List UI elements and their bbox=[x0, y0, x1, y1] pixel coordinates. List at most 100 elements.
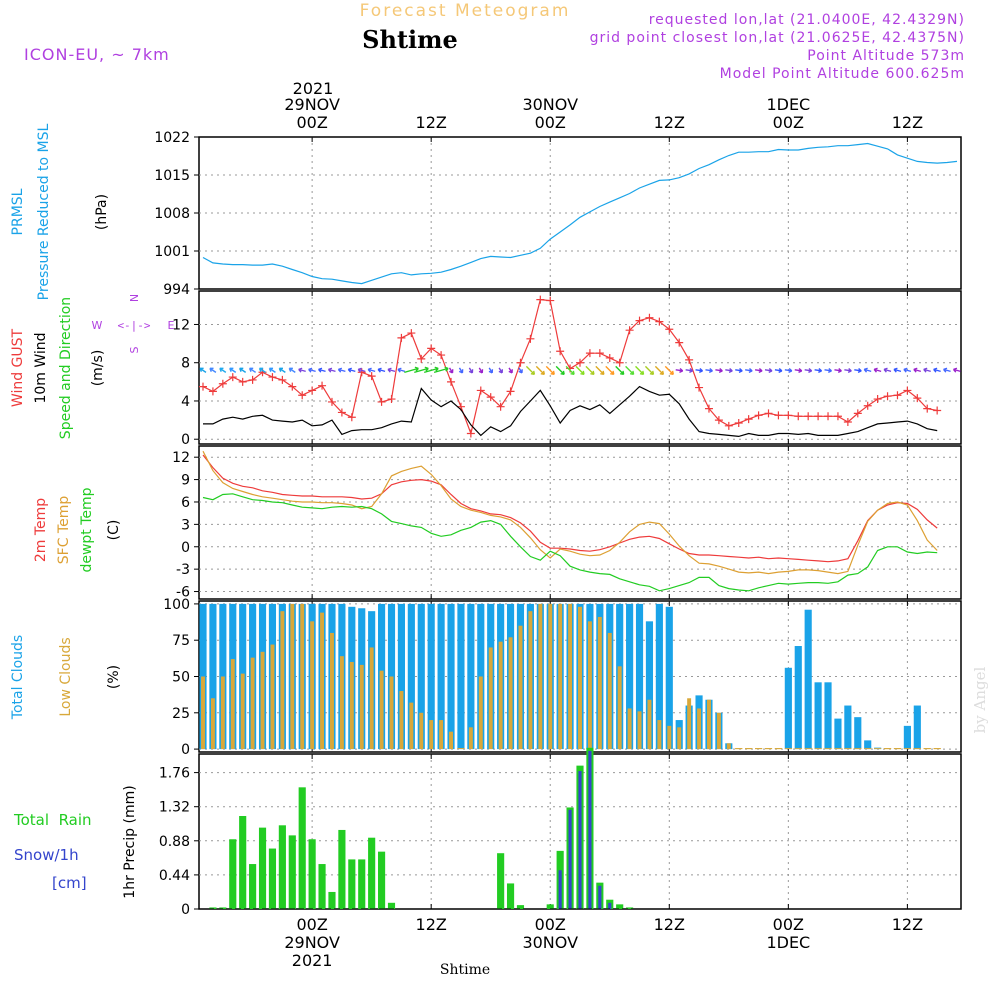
wind-arrow-head bbox=[298, 367, 303, 373]
cloud-bar-zero bbox=[804, 748, 812, 750]
pressure-label-2: Pressure Reduced to MSL bbox=[36, 123, 52, 300]
wind-arrow-shaft bbox=[664, 365, 674, 375]
pressure-ytick-label: 1001 bbox=[154, 244, 190, 260]
cloud-bar-zero bbox=[883, 748, 892, 750]
gust-marker bbox=[218, 379, 227, 388]
gust-marker bbox=[804, 412, 813, 421]
wind-arrow bbox=[804, 367, 813, 374]
cloud-bar-zero bbox=[834, 748, 842, 750]
bottom-hour-label: 12Z bbox=[654, 915, 685, 934]
rain-bar bbox=[268, 848, 277, 909]
cloud-bar-zero bbox=[774, 748, 782, 750]
rain-bar bbox=[258, 827, 267, 909]
cloud-bar-zero bbox=[457, 748, 465, 750]
wind-arrow bbox=[508, 367, 513, 374]
bottom-date-label: 1DEC bbox=[766, 933, 810, 952]
low-cloud-bar bbox=[677, 727, 682, 750]
wind-arrow bbox=[229, 367, 237, 373]
wind-arrow bbox=[615, 365, 625, 376]
wind-arrow-shaft bbox=[654, 365, 664, 375]
gust-marker bbox=[754, 411, 763, 420]
gust-marker bbox=[337, 408, 346, 417]
gust-marker bbox=[516, 358, 525, 367]
gust-marker bbox=[298, 391, 307, 400]
wind-arrow-head bbox=[229, 367, 234, 372]
precip-ytick-label: 0 bbox=[181, 902, 190, 918]
gust-marker bbox=[526, 334, 535, 343]
temperature-panel: -6 -3 0 3 6 9 12 bbox=[172, 445, 962, 601]
wind-arrow-shaft bbox=[615, 365, 625, 375]
wind-arrow-head bbox=[758, 367, 763, 374]
gust-marker bbox=[199, 382, 207, 391]
gust-marker bbox=[685, 355, 694, 364]
wind-arrow-shaft bbox=[423, 367, 439, 374]
wind-arrow bbox=[478, 367, 484, 374]
gust-marker bbox=[923, 404, 932, 413]
gust-marker bbox=[466, 429, 475, 438]
low-cloud-bar bbox=[508, 637, 513, 750]
low-cloud-bar bbox=[627, 708, 632, 750]
wind-arrow bbox=[695, 367, 704, 374]
cloud-bar-zero bbox=[874, 748, 882, 750]
cloud-bar-zero bbox=[893, 748, 902, 750]
gust-marker bbox=[933, 406, 942, 415]
wind-arrow-head bbox=[308, 367, 313, 373]
total-cloud-bar bbox=[665, 606, 673, 750]
temperature-series-dewpt-temp bbox=[202, 493, 938, 592]
low-cloud-bar bbox=[518, 625, 523, 750]
gust-marker bbox=[288, 382, 297, 391]
gust-marker bbox=[496, 402, 505, 411]
wind-arrow bbox=[824, 367, 832, 374]
wind-arrow bbox=[209, 367, 217, 373]
wind-arrow-head bbox=[288, 367, 293, 372]
wind-arrow bbox=[448, 367, 454, 374]
cloud-bar-zero bbox=[913, 748, 921, 750]
wind-arrow-shaft bbox=[575, 365, 585, 375]
gust-marker bbox=[585, 349, 594, 358]
wind-arrow bbox=[404, 366, 419, 374]
wind-arrow-head bbox=[827, 367, 832, 374]
wind-arrow bbox=[595, 365, 605, 376]
low-cloud-bar bbox=[300, 603, 305, 750]
model-altitude: Model Point Altitude 600.625m bbox=[720, 66, 965, 82]
gust-marker bbox=[605, 353, 614, 362]
gust-marker bbox=[427, 344, 436, 353]
low-cloud-bar bbox=[220, 676, 225, 750]
wind-arrow-head bbox=[649, 370, 655, 376]
pressure-ytick-label: 1015 bbox=[154, 168, 190, 184]
wind-arrow-shaft bbox=[585, 365, 595, 375]
wind-labels: Wind GUST 10m Wind Speed and Direction (… bbox=[10, 294, 175, 439]
wind-arrow bbox=[199, 367, 207, 373]
gust-marker bbox=[367, 372, 376, 381]
snow-bar bbox=[578, 771, 582, 909]
wind-arrow bbox=[814, 367, 823, 374]
wind-arrow-shaft bbox=[433, 367, 449, 374]
wind-arrow bbox=[754, 367, 763, 374]
gust-marker bbox=[913, 394, 922, 403]
compass-north: N bbox=[128, 294, 141, 302]
wind-unit: (m/s) bbox=[90, 350, 106, 387]
snow-bar bbox=[558, 870, 562, 909]
total-cloud-bar bbox=[427, 603, 435, 750]
low-cloud-bar bbox=[409, 702, 414, 750]
gust-marker bbox=[228, 373, 237, 382]
wind-arrow bbox=[248, 367, 256, 373]
total-cloud-bar bbox=[834, 718, 842, 750]
wind-arrow bbox=[423, 366, 439, 374]
wind-arrow-head bbox=[550, 370, 555, 376]
wind-arrow-head bbox=[923, 367, 928, 373]
cloud-bar-zero bbox=[903, 748, 911, 750]
pressure-panel: 994 1001 1008 1015 1022 bbox=[154, 130, 962, 298]
gust-marker bbox=[268, 373, 277, 382]
pressure-label-1: PRMSL bbox=[10, 188, 26, 235]
wind-arrow bbox=[219, 367, 227, 373]
wind-arrow-head bbox=[837, 367, 842, 374]
gust-marker bbox=[347, 413, 356, 422]
wind-arrow-head bbox=[933, 367, 938, 373]
total-cloud-bar bbox=[457, 603, 465, 750]
wind-arrow bbox=[903, 367, 912, 373]
wind-arrow-head bbox=[498, 369, 504, 374]
total-cloud-bar bbox=[814, 682, 822, 750]
wind-arrow-head bbox=[387, 367, 392, 373]
